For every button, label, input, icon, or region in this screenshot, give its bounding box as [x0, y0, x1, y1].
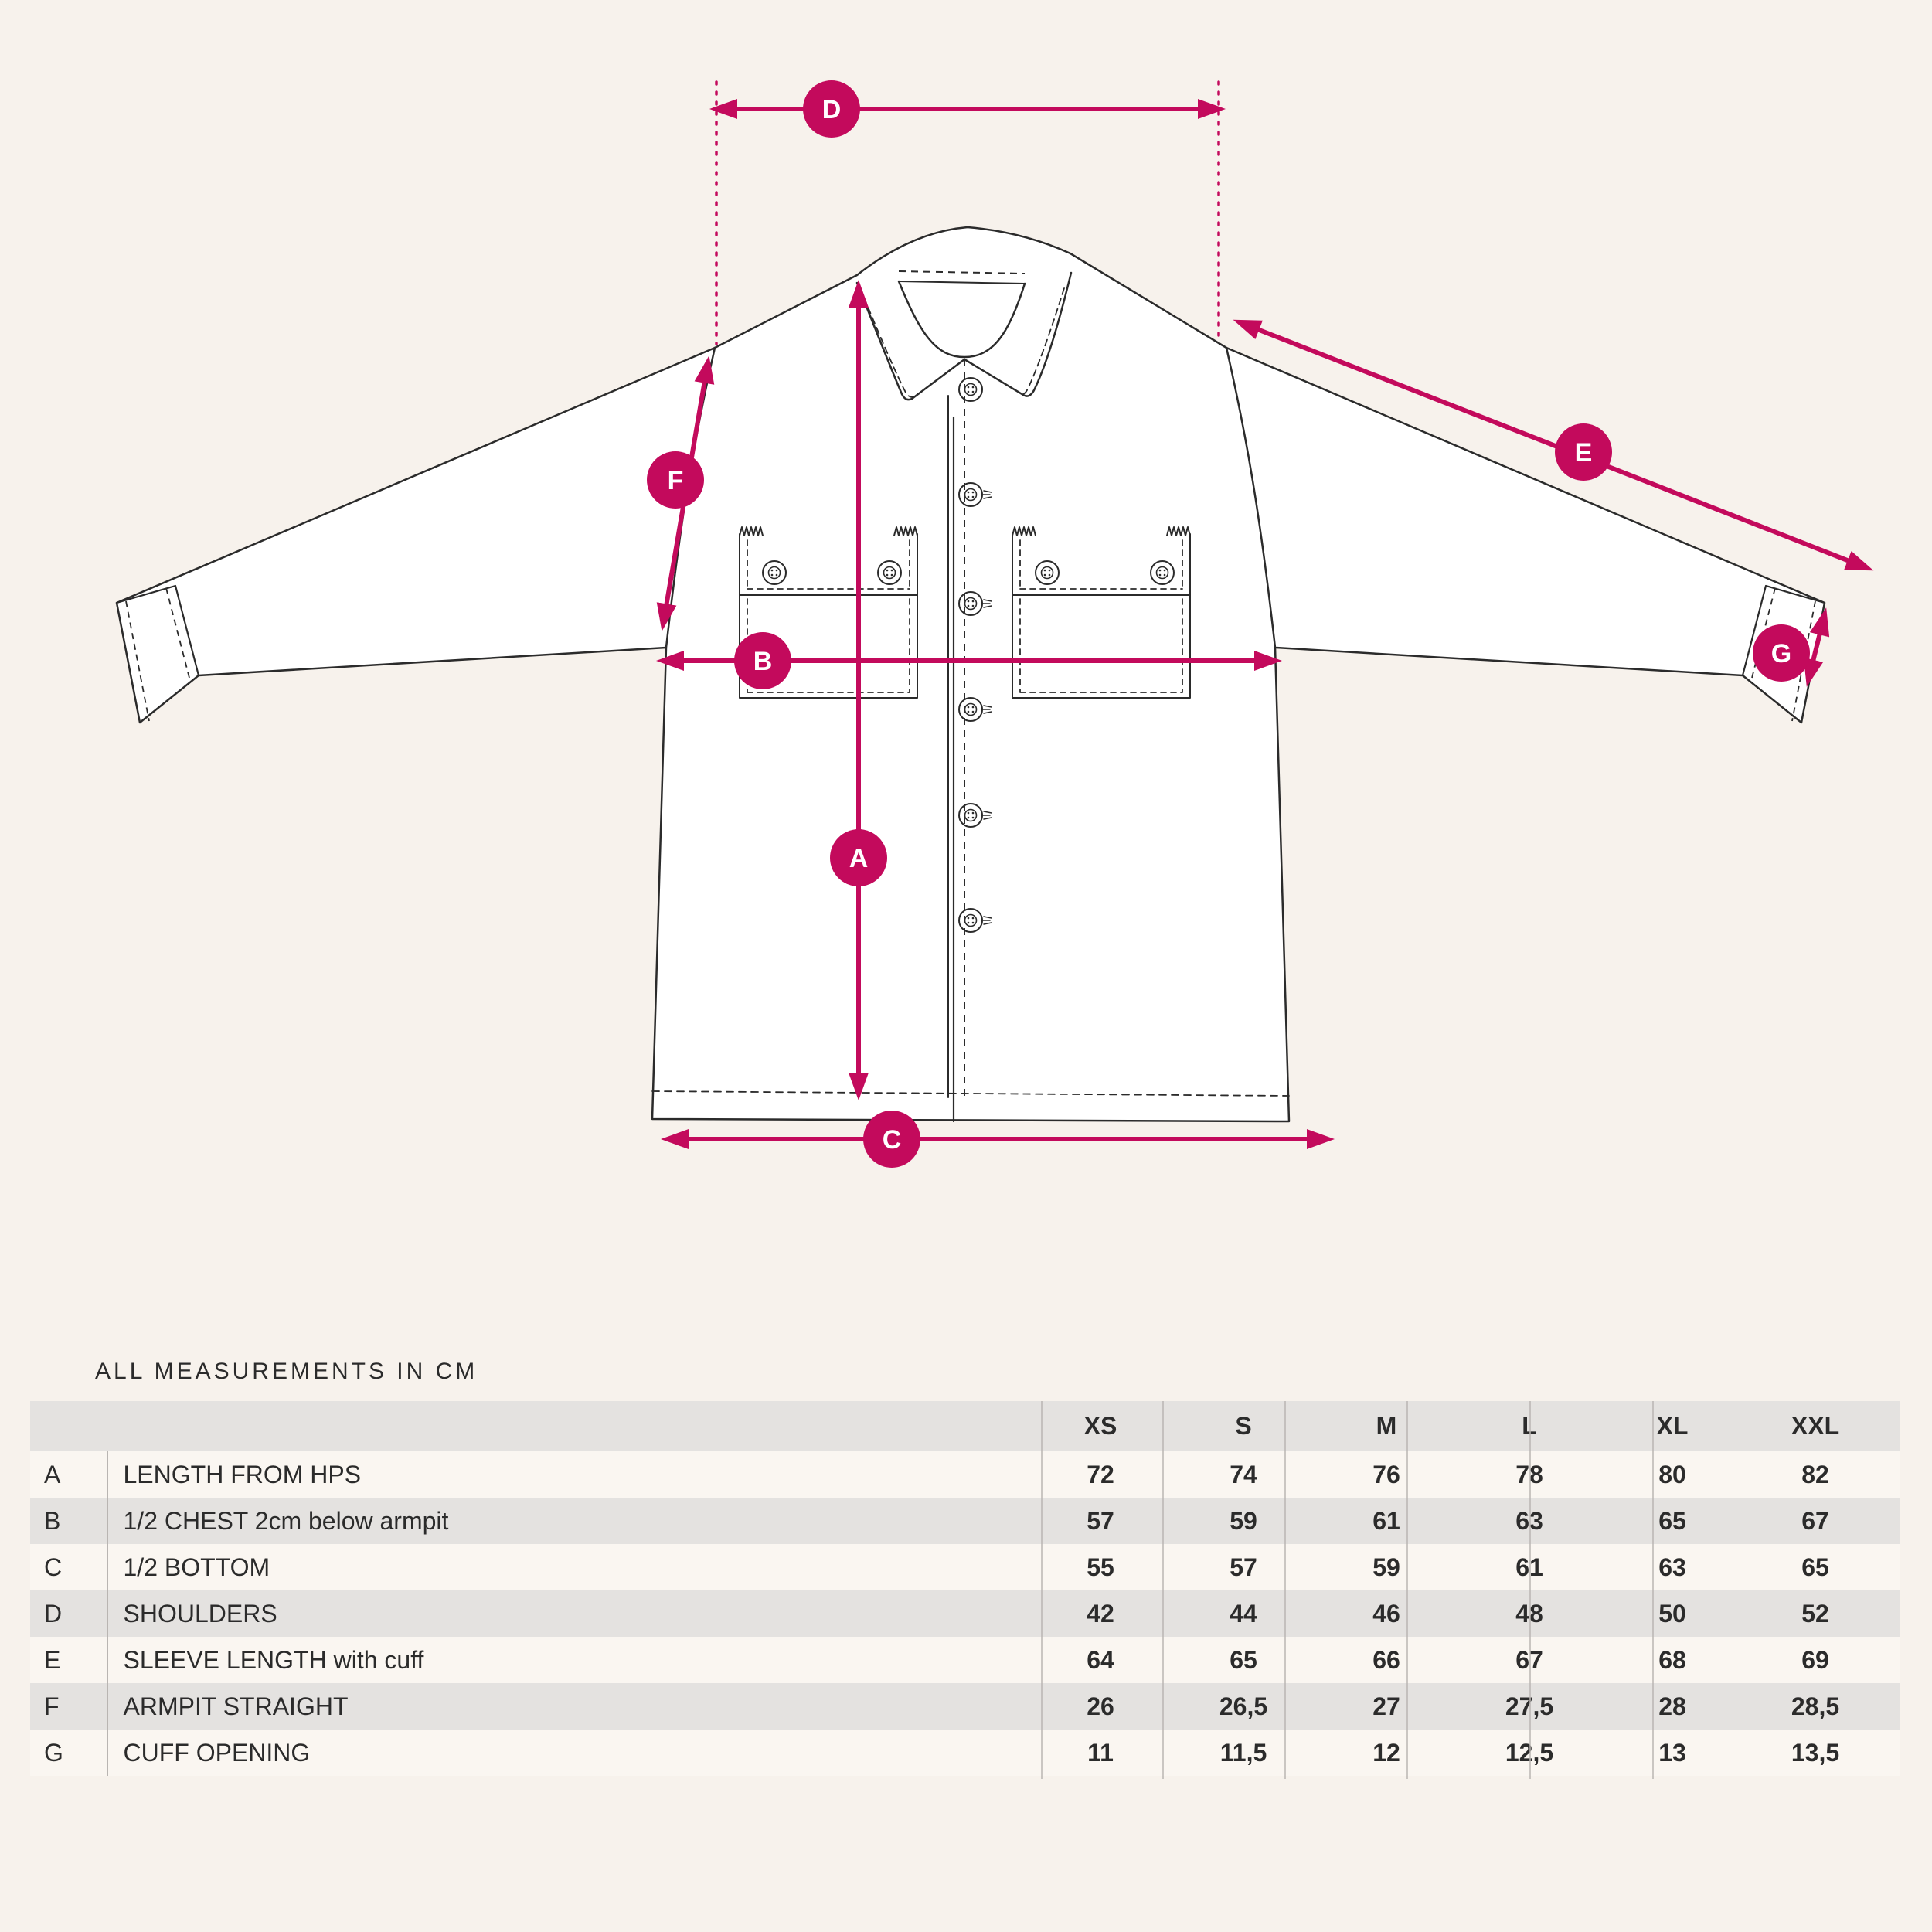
- svg-text:B: B: [753, 647, 773, 676]
- svg-text:E: E: [1575, 438, 1593, 468]
- svg-text:A: A: [849, 844, 869, 873]
- svg-text:C: C: [883, 1125, 902, 1155]
- svg-text:D: D: [822, 95, 842, 124]
- svg-text:F: F: [668, 466, 684, 495]
- svg-text:G: G: [1771, 639, 1791, 668]
